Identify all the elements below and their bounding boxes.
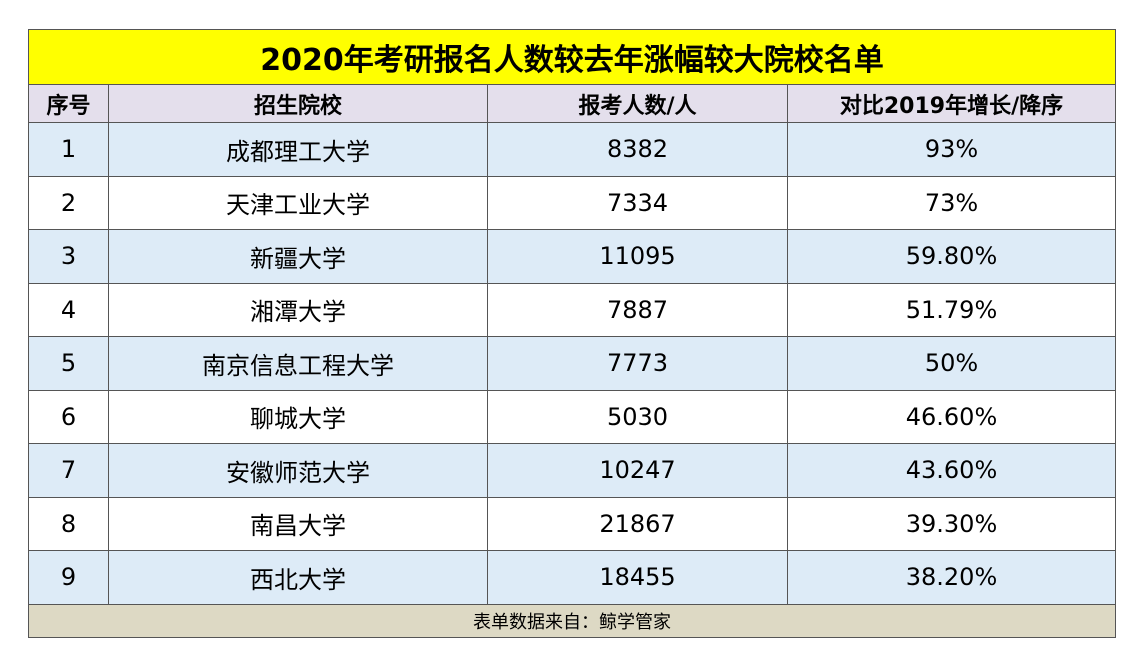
header-cell: 对比2019年增长/降序 (787, 84, 1116, 123)
table-cell: 38.20% (787, 550, 1116, 605)
table-cell: 天津工业大学 (108, 175, 488, 230)
table-cell: 5 (28, 336, 109, 391)
table-cell: 43.60% (787, 443, 1116, 498)
table-cell: 11095 (487, 229, 788, 284)
table-title: 2020年考研报名人数较去年涨幅较大院校名单 (28, 29, 1116, 85)
table-cell: 50% (787, 336, 1116, 391)
table-cell: 南京信息工程大学 (108, 336, 488, 391)
table-cell: 9 (28, 550, 109, 605)
table-row: 6 聊城大学 5030 46.60% (28, 389, 1116, 444)
table-row: 7 安徽师范大学 10247 43.60% (28, 443, 1116, 498)
table-cell: 7887 (487, 282, 788, 337)
footer-row: 表单数据来自：鲸学管家 (28, 603, 1116, 638)
table-cell: 7334 (487, 175, 788, 230)
table-cell: 18455 (487, 550, 788, 605)
table-cell: 46.60% (787, 389, 1116, 444)
header-cell: 序号 (28, 84, 109, 123)
table-cell: 10247 (487, 443, 788, 498)
header-row: 序号 招生院校 报考人数/人 对比2019年增长/降序 (28, 84, 1116, 123)
table-cell: 2 (28, 175, 109, 230)
table-cell: 93% (787, 122, 1116, 177)
table-cell: 1 (28, 122, 109, 177)
table-cell: 聊城大学 (108, 389, 488, 444)
table-cell: 7 (28, 443, 109, 498)
table-cell: 4 (28, 282, 109, 337)
table-cell: 湘潭大学 (108, 282, 488, 337)
table-cell: 成都理工大学 (108, 122, 488, 177)
table-row: 9 西北大学 18455 38.20% (28, 550, 1116, 605)
table-cell: 21867 (487, 496, 788, 551)
table-cell: 8 (28, 496, 109, 551)
table-cell: 51.79% (787, 282, 1116, 337)
table-row: 8 南昌大学 21867 39.30% (28, 496, 1116, 551)
footer-note: 表单数据来自：鲸学管家 (28, 603, 1116, 638)
table-cell: 59.80% (787, 229, 1116, 284)
table-cell: 6 (28, 389, 109, 444)
table-cell: 3 (28, 229, 109, 284)
table-cell: 8382 (487, 122, 788, 177)
table-cell: 安徽师范大学 (108, 443, 488, 498)
table-cell: 39.30% (787, 496, 1116, 551)
header-cell: 报考人数/人 (487, 84, 788, 123)
title-row: 2020年考研报名人数较去年涨幅较大院校名单 (28, 29, 1116, 85)
table-row: 5 南京信息工程大学 7773 50% (28, 336, 1116, 391)
table-row: 2 天津工业大学 7334 73% (28, 175, 1116, 230)
header-cell: 招生院校 (108, 84, 488, 123)
data-table: 2020年考研报名人数较去年涨幅较大院校名单 序号 招生院校 报考人数/人 对比201… (28, 29, 1116, 638)
table-cell: 73% (787, 175, 1116, 230)
table-row: 3 新疆大学 11095 59.80% (28, 229, 1116, 284)
table-row: 1 成都理工大学 8382 93% (28, 122, 1116, 177)
table-cell: 新疆大学 (108, 229, 488, 284)
table-cell: 7773 (487, 336, 788, 391)
table-cell: 南昌大学 (108, 496, 488, 551)
table-row: 4 湘潭大学 7887 51.79% (28, 282, 1116, 337)
table-cell: 西北大学 (108, 550, 488, 605)
table-cell: 5030 (487, 389, 788, 444)
